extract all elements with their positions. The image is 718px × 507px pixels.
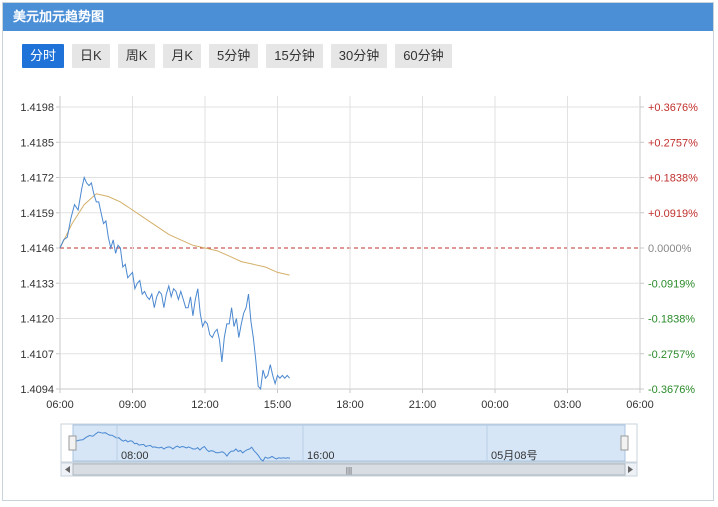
y-tick-label: 1.4185 (20, 137, 54, 149)
navigator-label: 08:00 (121, 450, 149, 462)
x-tick-label: 21:00 (409, 399, 437, 411)
y-tick-label: 1.4120 (20, 314, 54, 326)
scroll-left-icon[interactable] (65, 466, 70, 473)
tab-6[interactable]: 30分钟 (330, 44, 388, 68)
y-tick-label: 1.4094 (20, 384, 54, 396)
x-tick-label: 18:00 (336, 399, 364, 411)
tab-2[interactable]: 周K (117, 44, 156, 68)
period-tabs: 分时 日K 周K 月K 5分钟 15分钟 30分钟 60分钟 (22, 44, 460, 68)
scrollbar-grip: ||| (346, 466, 352, 475)
y-tick-label: 1.4172 (20, 173, 54, 185)
pct-tick-label: +0.2757% (648, 137, 698, 149)
navigator: 08:00 16:00 05月08号 ||| (60, 423, 638, 477)
x-tick-label: 12:00 (191, 399, 219, 411)
navigator-window (72, 424, 626, 462)
x-tick-label: 06:00 (46, 399, 74, 411)
pct-tick-label: -0.1838% (648, 314, 695, 326)
pct-tick-label: 0.0000% (648, 243, 692, 255)
scrollbar-thumb[interactable] (72, 463, 626, 476)
pct-tick-label: +0.0919% (648, 208, 698, 220)
tab-3[interactable]: 月K (163, 44, 202, 68)
y-tick-label: 1.4159 (20, 208, 54, 220)
tab-4[interactable]: 5分钟 (209, 44, 259, 68)
panel-title: 美元加元趋势图 (3, 3, 713, 31)
pct-tick-label: -0.2757% (648, 349, 695, 361)
chart-grid (56, 96, 644, 393)
pct-axis-labels: +0.3676% +0.2757% +0.1838% +0.0919% 0.0000% -… (648, 102, 698, 396)
y-tick-label: 1.4198 (20, 102, 54, 114)
y-tick-label: 1.4133 (20, 278, 54, 290)
pct-tick-label: +0.3676% (648, 102, 698, 114)
tab-1[interactable]: 日K (72, 44, 110, 68)
x-tick-label: 15:00 (264, 399, 292, 411)
scroll-right-icon[interactable] (628, 466, 633, 473)
pct-tick-label: -0.3676% (648, 384, 695, 396)
y-tick-label: 1.4107 (20, 349, 54, 361)
x-tick-label: 03:00 (554, 399, 582, 411)
pct-tick-label: +0.1838% (648, 173, 698, 185)
x-tick-label: 06:00 (626, 399, 654, 411)
navigator-right-handle[interactable] (620, 435, 629, 451)
tab-0[interactable]: 分时 (22, 44, 65, 68)
x-tick-label: 00:00 (481, 399, 509, 411)
y-tick-label: 1.4146 (20, 243, 54, 255)
tab-7[interactable]: 60分钟 (395, 44, 452, 68)
navigator-label: 05月08号 (491, 449, 537, 462)
navigator-left-handle[interactable] (68, 435, 77, 451)
x-tick-label: 09:00 (119, 399, 147, 411)
x-axis-labels: 06:00 09:00 12:00 15:00 18:00 21:00 00:00 03:00… (46, 399, 654, 411)
tab-5[interactable]: 15分钟 (266, 44, 323, 68)
navigator-label: 16:00 (307, 450, 335, 462)
y-axis-labels: 1.4198 1.4185 1.4172 1.4159 1.4146 1.4133 1.41… (20, 102, 54, 396)
pct-tick-label: -0.0919% (648, 278, 695, 290)
price-line (59, 175, 290, 391)
average-line (59, 193, 290, 276)
